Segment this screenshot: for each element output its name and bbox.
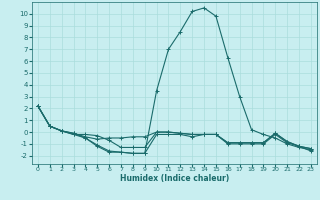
X-axis label: Humidex (Indice chaleur): Humidex (Indice chaleur)	[120, 174, 229, 183]
